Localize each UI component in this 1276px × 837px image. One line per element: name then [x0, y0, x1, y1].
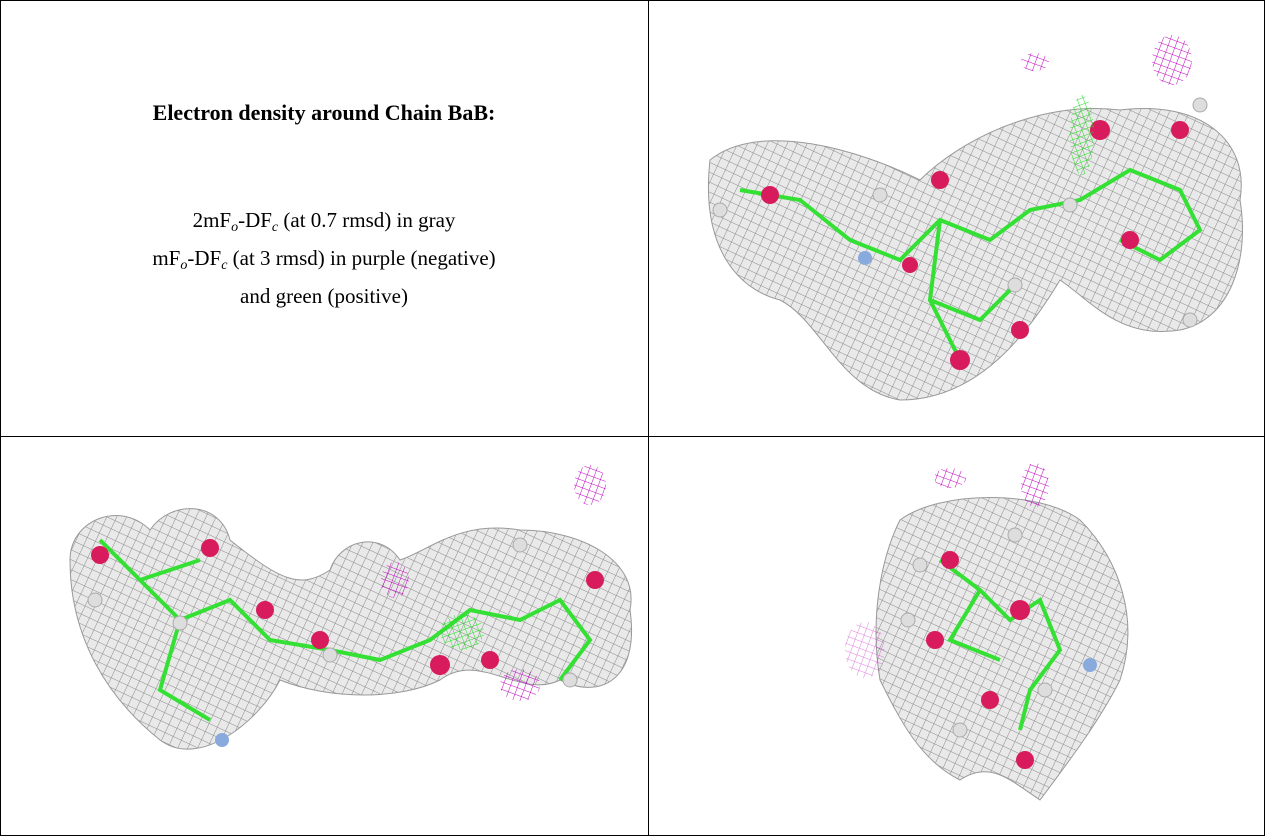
caption-text: (at 0.7 rmsd) in gray [278, 208, 455, 232]
density-image-bottom-left [70, 465, 632, 749]
page: Electron density around Chain BaB: 2mFo-… [0, 0, 1276, 837]
caption-line: mFo-DFc (at 3 rmsd) in purple (negative) [0, 246, 648, 274]
caption-text: and green (positive) [240, 284, 408, 308]
caption-title: Electron density around Chain BaB: [0, 100, 648, 126]
density-image-bottom-right [845, 463, 1128, 800]
density-image-top-right [708, 35, 1242, 400]
caption-text: -DF [187, 246, 221, 270]
caption-text: -DF [238, 208, 272, 232]
caption-line: 2mFo-DFc (at 0.7 rmsd) in gray [0, 208, 648, 236]
caption-text: 2mF [193, 208, 232, 232]
caption-text: mF [152, 246, 180, 270]
caption-text: (at 3 rmsd) in purple (negative) [227, 246, 495, 270]
caption-line: and green (positive) [0, 284, 648, 309]
